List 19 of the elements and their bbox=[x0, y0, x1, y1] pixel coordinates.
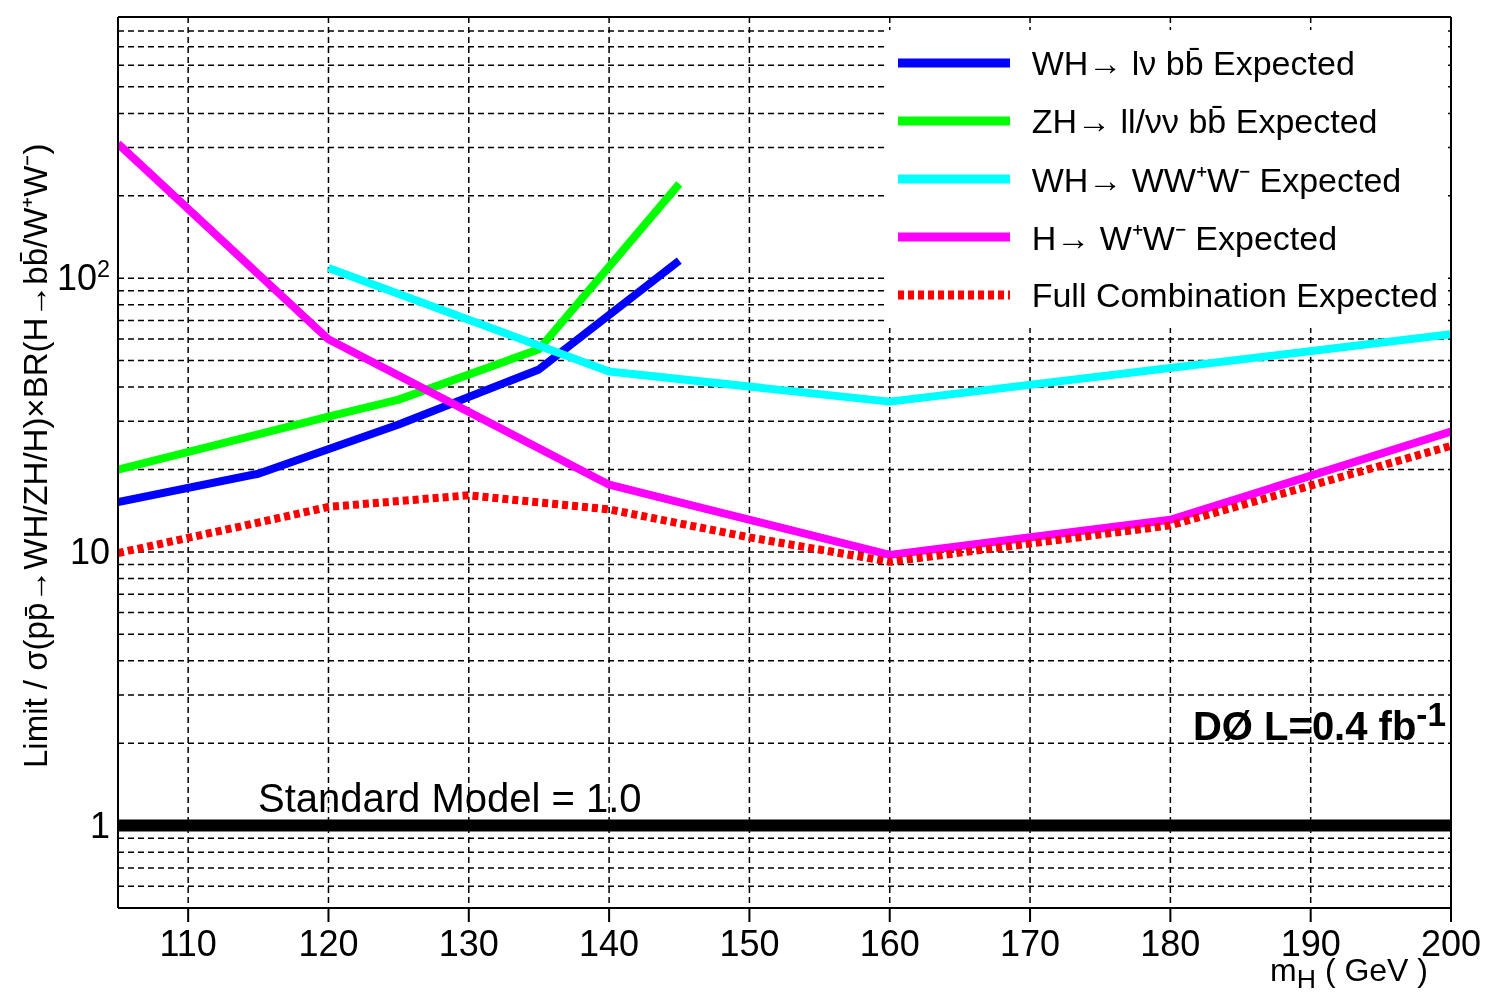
y-tick-label: 10$^{2}$ bbox=[56, 256, 110, 299]
x-tick-label: 130 bbox=[438, 923, 499, 964]
y-tick-label: 1 bbox=[89, 804, 110, 846]
legend-label: WH→ lν bb̄ Expected bbox=[1031, 43, 1355, 83]
ref-line-label: Standard Model = 1.0 bbox=[258, 775, 642, 820]
legend-label: ZH→ ll/νν bb̄ Expected bbox=[1031, 101, 1378, 141]
annotation: DØ L=0.4 fb$^{-1}$ bbox=[1192, 696, 1446, 750]
x-tick-label: 110 bbox=[159, 923, 217, 964]
x-tick-label: 170 bbox=[1000, 923, 1061, 964]
x-tick-label: 150 bbox=[719, 923, 780, 964]
x-tick-label: 120 bbox=[298, 923, 359, 964]
x-tick-label: 180 bbox=[1140, 923, 1201, 964]
y-axis-title: Limit / σ(pp̄→WH/ZH/H)×BR(H→bb̄/W⁺W⁻) bbox=[16, 143, 55, 768]
legend-label: H→ W⁺W⁻ Expected bbox=[1031, 218, 1338, 259]
x-tick-label: 160 bbox=[859, 923, 920, 964]
y-tick-label: 10 bbox=[69, 530, 110, 572]
legend-label: Full Combination Expected bbox=[1031, 275, 1438, 315]
legend-label: WH→ WW⁺W⁻ Expected bbox=[1031, 160, 1402, 201]
x-tick-label: 140 bbox=[579, 923, 640, 964]
